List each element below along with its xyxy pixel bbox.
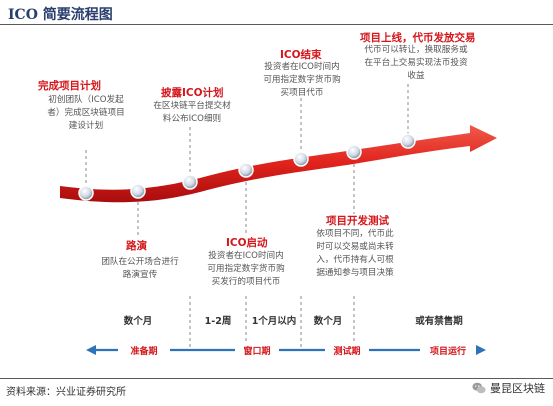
stage-desc-plan: 初创团队（ICO发起 者）完成区块链项目 建设计划 [47,95,125,131]
milestone-dot-listing [400,133,416,149]
period-months-2: 数个月 [313,316,343,327]
milestone-dot-end [293,151,309,167]
milestone-dot-dev [346,144,362,160]
stage-desc-listing: 代币可以转让，换取服务或 在平台上交易实现法币投资 收益 [364,45,468,81]
phase-test: 测试期 [325,344,369,357]
milestone-dot-plan [78,185,94,201]
period-weeks: 1-2周 [204,316,232,327]
phase-prep: 准备期 [118,344,170,357]
stage-title-listing: 项目上线，代币发放交易 [360,32,476,44]
stage-title-dev: 项目开发测试 [326,215,389,227]
period-months-1: 数个月 [123,316,153,327]
wechat-icon [472,382,486,394]
brand-watermark: 曼昆区块链 [472,380,545,396]
stage-title-launch: ICO启动 [226,237,268,249]
stage-desc-end: 投资者在ICO时间内 可用指定数字货币购 买项目代币 [263,62,341,98]
period-lockup: 或有禁售期 [415,316,463,327]
stage-desc-publish: 在区块链平台提交材 料公布ICO细则 [153,101,231,124]
stage-desc-launch: 投资者在ICO时间内 可用指定数字货币购 买发行的项目代币 [207,251,285,287]
stage-desc-dev: 依项目不同，代币此 时可以交易或尚未转 入，代币持有人可根 据通知参与项目决策 [316,229,394,278]
stage-title-plan: 完成项目计划 [38,80,101,92]
stage-title-end: ICO结束 [280,49,322,61]
bottom-divider [0,378,553,379]
source-note: 资料来源：兴业证券研究所 [6,387,126,398]
milestone-dots [78,133,416,201]
period-within-month: 1个月以内 [251,316,297,327]
milestone-dot-publish [182,174,198,190]
stage-desc-roadshow: 团队在公开场合进行 路演宣传 [101,257,179,280]
milestone-dot-launch [238,162,254,178]
phase-operation: 项目运行 [420,344,476,357]
brand-name: 曼昆区块链 [490,382,545,395]
timeline-arrow [60,125,497,203]
stage-title-publish: 披露ICO计划 [161,87,224,99]
phase-window: 窗口期 [235,344,279,357]
milestone-dot-roadshow [130,183,146,199]
connector-lines [85,84,409,350]
stage-title-roadshow: 路演 [126,240,147,252]
top-divider [0,24,553,25]
page-title: ICO 简要流程图 [8,7,113,23]
